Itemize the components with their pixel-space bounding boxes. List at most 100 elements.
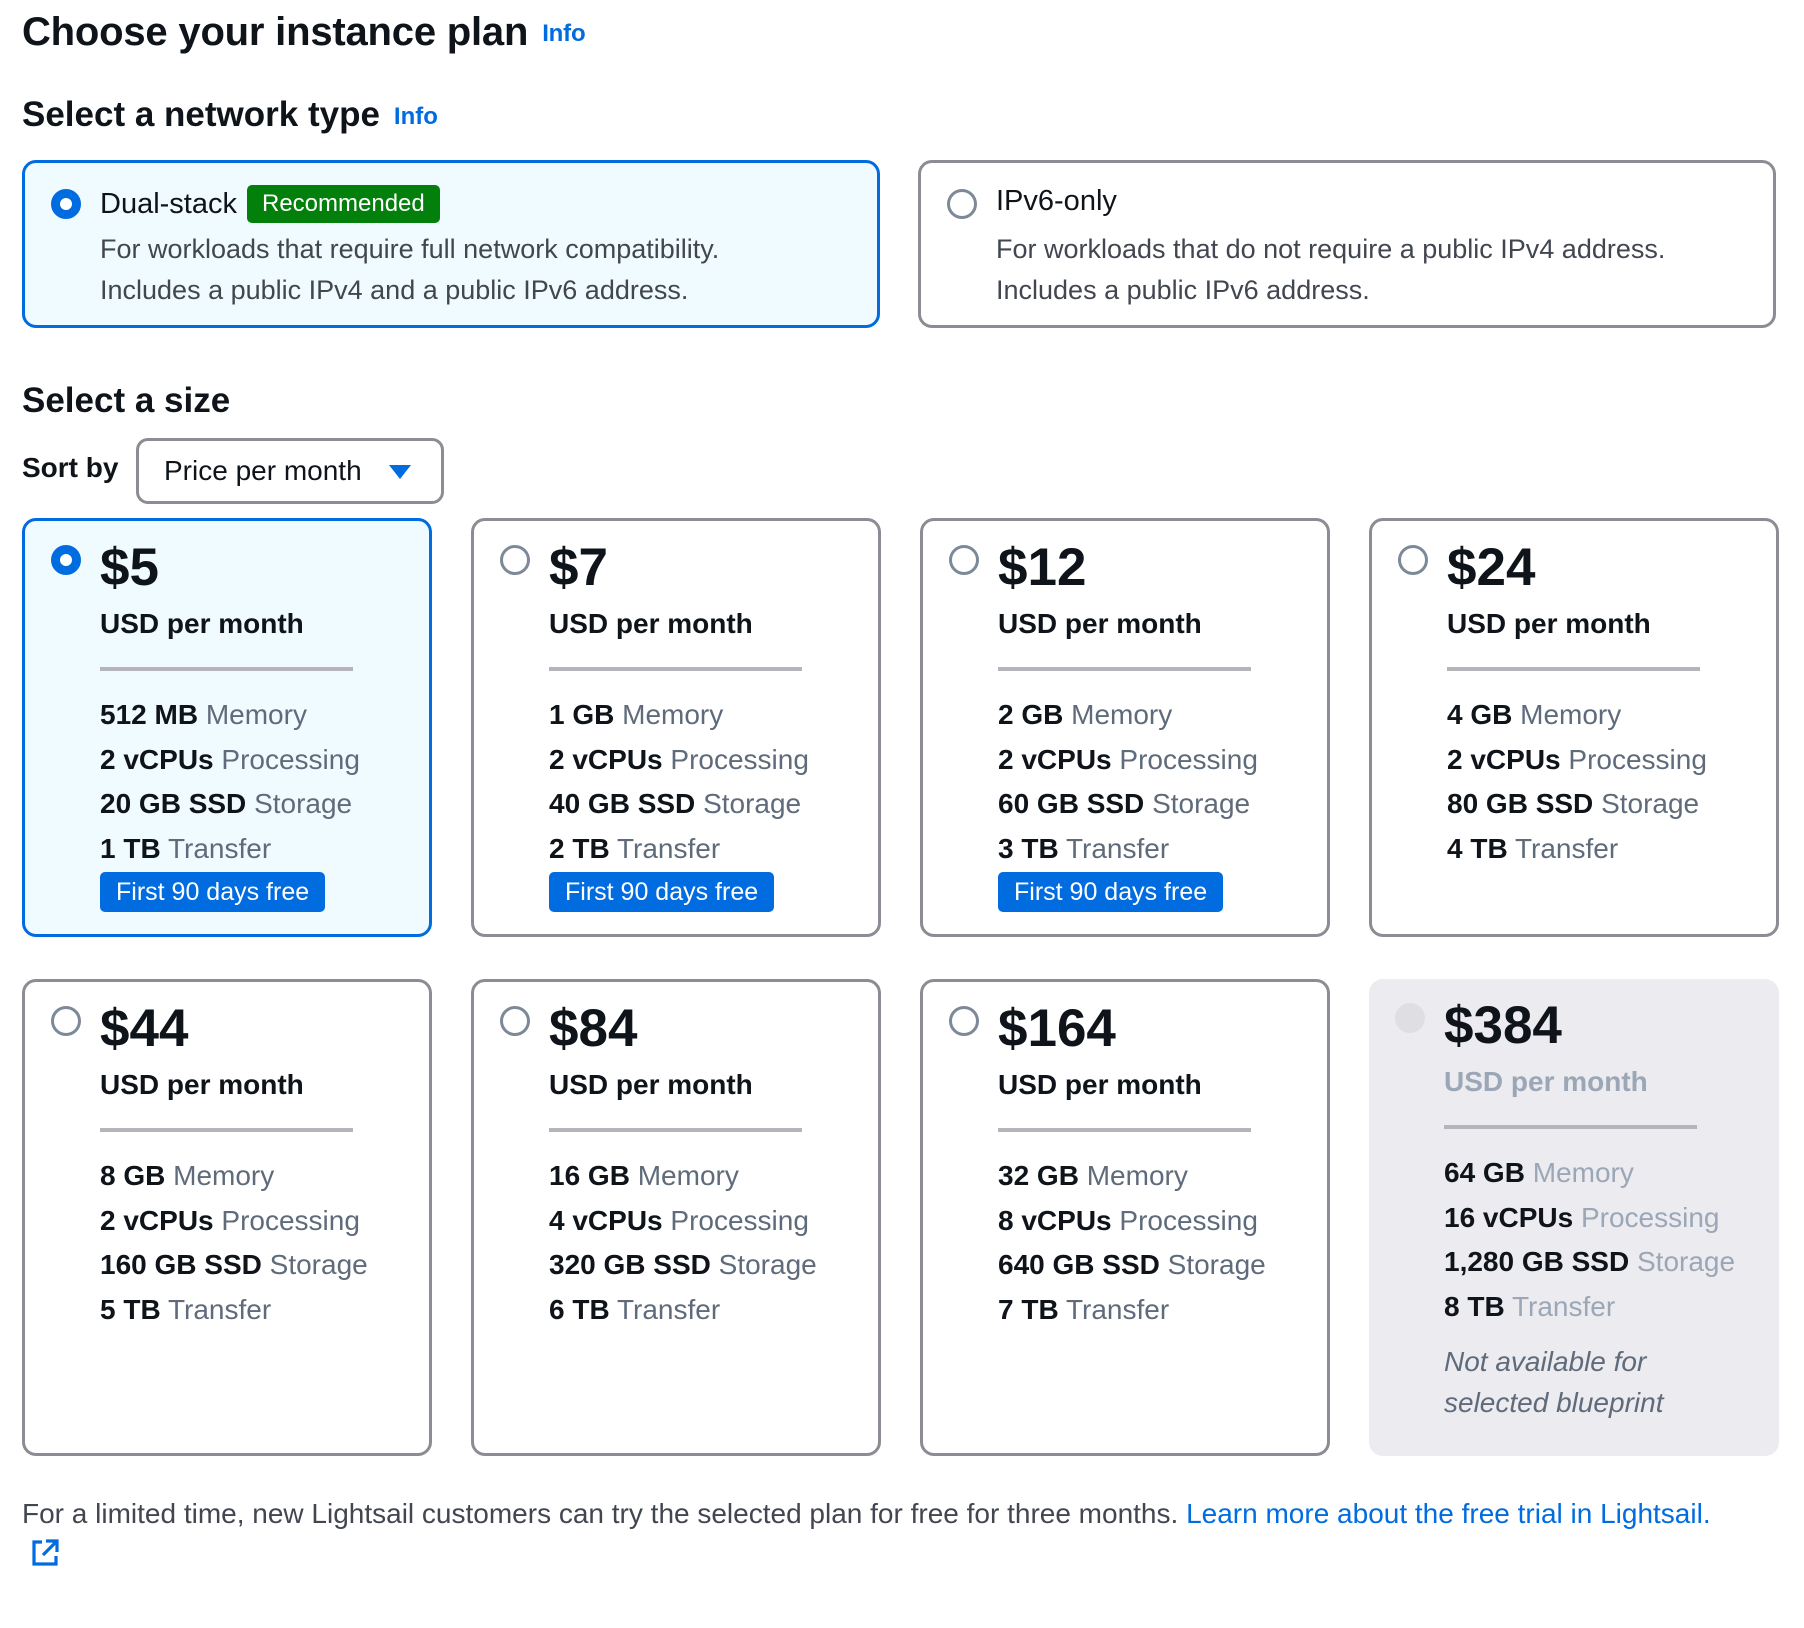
dual-stack-desc-line2: Includes a public IPv4 and a public IPv6…	[100, 275, 689, 305]
plan-specs: 2 GB Memory 2 vCPUs Processing 60 GB SSD S…	[998, 693, 1258, 871]
plan-spec-processing: 2 vCPUs Processing	[100, 1204, 360, 1236]
plan-spec-memory: 16 GB Memory	[549, 1160, 739, 1191]
plan-spec-transfer: 7 TB Transfer	[998, 1293, 1170, 1325]
ipv6-only-desc-line1: For workloads that do not require a publ…	[996, 234, 1666, 264]
ipv6-only-title: IPv6-only	[996, 185, 1117, 218]
page-title-info-link[interactable]: Info	[542, 20, 586, 48]
network-type-heading-text: Select a network type	[22, 95, 380, 134]
plan-spec-memory: 1 GB Memory	[549, 699, 724, 730]
plan-spec-memory: 4 GB Memory	[1447, 699, 1622, 730]
plan-price-unit: USD per month	[1444, 1066, 1648, 1097]
plan-spec-processing: 4 vCPUs Processing	[549, 1204, 809, 1236]
plan-divider	[998, 667, 1251, 671]
plan-price: $5	[100, 538, 159, 597]
plan-spec-storage: 640 GB SSD Storage	[998, 1249, 1266, 1280]
plan-spec-transfer: 6 TB Transfer	[549, 1293, 721, 1325]
plan-divider	[549, 667, 802, 671]
ipv6-only-radio[interactable]	[947, 189, 977, 219]
plan-spec-storage: 40 GB SSD Storage	[549, 788, 802, 819]
plan-unavailable-note: Not available for selected blueprint	[1444, 1346, 1664, 1418]
plan-price: $164	[998, 999, 1116, 1058]
plan-spec-memory: 2 GB Memory	[998, 699, 1173, 730]
plan-card[interactable]: $24 USD per month 4 GB Memory 2 vCPUs Proce…	[1369, 518, 1779, 937]
plan-specs: 32 GB Memory 8 vCPUs Processing 640 GB SSD…	[998, 1154, 1266, 1332]
sort-by-select[interactable]: Price per month	[136, 438, 444, 504]
plan-radio[interactable]	[949, 545, 979, 575]
plan-price: $24	[1447, 538, 1536, 597]
plan-divider	[549, 1128, 802, 1132]
plan-price-unit: USD per month	[100, 608, 304, 639]
plan-price-unit: USD per month	[998, 1069, 1202, 1100]
dual-stack-desc-line1: For workloads that require full network …	[100, 234, 720, 264]
network-option-dual-stack[interactable]: Dual-stack Recommended For workloads tha…	[22, 160, 880, 328]
plan-radio[interactable]	[949, 1006, 979, 1036]
plan-radio[interactable]	[51, 1006, 81, 1036]
dual-stack-description: For workloads that require full network …	[100, 229, 860, 311]
plan-card[interactable]: $7 USD per month 1 GB Memory 2 vCPUs Proces…	[471, 518, 881, 937]
dual-stack-radio[interactable]	[51, 189, 81, 219]
plan-divider	[100, 1128, 353, 1132]
ipv6-only-label: IPv6-only	[996, 185, 1117, 217]
plan-price: $7	[549, 538, 608, 597]
free-trial-badge: First 90 days free	[100, 872, 326, 912]
plan-spec-transfer: 8 TB Transfer	[1444, 1290, 1616, 1322]
plan-radio	[1395, 1003, 1425, 1033]
dual-stack-title: Dual-stack Recommended	[100, 185, 440, 223]
plan-spec-processing: 16 vCPUs Processing	[1444, 1201, 1720, 1233]
plan-card[interactable]: $44 USD per month 8 GB Memory 2 vCPUs Proce…	[22, 979, 432, 1456]
plan-spec-storage: 20 GB SSD Storage	[100, 788, 353, 819]
size-heading: Select a size	[22, 381, 230, 421]
plan-spec-transfer: 1 TB Transfer	[100, 832, 272, 864]
plan-card[interactable]: $84 USD per month 16 GB Memory 4 vCPUs Proc…	[471, 979, 881, 1456]
page-title-text: Choose your instance plan	[22, 10, 529, 54]
plan-spec-memory: 8 GB Memory	[100, 1160, 275, 1191]
plan-spec-transfer: 5 TB Transfer	[100, 1293, 272, 1325]
plan-spec-storage: 160 GB SSD Storage	[100, 1249, 368, 1280]
free-trial-badge: First 90 days free	[998, 872, 1224, 912]
dual-stack-label: Dual-stack	[100, 187, 237, 220]
plan-spec-storage: 1,280 GB SSD Storage	[1444, 1246, 1736, 1277]
plan-spec-storage: 320 GB SSD Storage	[549, 1249, 817, 1280]
plan-specs: 8 GB Memory 2 vCPUs Processing 160 GB SSD …	[100, 1154, 368, 1332]
plan-spec-memory: 64 GB Memory	[1444, 1157, 1634, 1188]
free-trial-badge: First 90 days free	[549, 872, 775, 912]
plan-specs: 1 GB Memory 2 vCPUs Processing 40 GB SSD S…	[549, 693, 809, 871]
external-link-icon	[30, 1538, 60, 1579]
plan-specs: 64 GB Memory 16 vCPUs Processing 1,280 GB …	[1444, 1151, 1735, 1329]
plan-radio[interactable]	[1398, 545, 1428, 575]
sort-by-label: Sort by	[22, 452, 119, 483]
plan-spec-storage: 80 GB SSD Storage	[1447, 788, 1700, 819]
plan-price: $44	[100, 999, 189, 1058]
plan-price: $384	[1444, 996, 1562, 1055]
plan-card[interactable]: $12 USD per month 2 GB Memory 2 vCPUs Proce…	[920, 518, 1330, 937]
network-type-heading: Select a network type Info	[22, 95, 438, 135]
recommended-badge: Recommended	[247, 185, 440, 223]
free-trial-note: For a limited time, new Lightsail custom…	[22, 1493, 1722, 1579]
plan-radio[interactable]	[500, 545, 530, 575]
network-option-ipv6-only[interactable]: IPv6-only For workloads that do not requ…	[918, 160, 1776, 328]
plan-spec-transfer: 4 TB Transfer	[1447, 832, 1619, 864]
plan-spec-processing: 8 vCPUs Processing	[998, 1204, 1258, 1236]
free-trial-text: For a limited time, new Lightsail custom…	[22, 1498, 1187, 1529]
plan-specs: 4 GB Memory 2 vCPUs Processing 80 GB SSD S…	[1447, 693, 1707, 871]
plan-price-unit: USD per month	[998, 608, 1202, 639]
plan-spec-transfer: 3 TB Transfer	[998, 832, 1170, 864]
plan-card[interactable]: $164 USD per month 32 GB Memory 8 vCPUs Pro…	[920, 979, 1330, 1456]
plan-spec-storage: 60 GB SSD Storage	[998, 788, 1251, 819]
ipv6-only-description: For workloads that do not require a publ…	[996, 229, 1756, 311]
plan-spec-memory: 32 GB Memory	[998, 1160, 1188, 1191]
plan-specs: 512 MB Memory 2 vCPUs Processing 20 GB SSD…	[100, 693, 360, 871]
free-trial-link-text: Learn more about the free trial in Light…	[1186, 1498, 1711, 1529]
plan-radio[interactable]	[51, 545, 81, 575]
plan-divider	[1444, 1125, 1697, 1129]
free-trial-link[interactable]: Learn more about the free trial in Light…	[22, 1498, 1711, 1570]
page-title: Choose your instance plan Info	[22, 10, 586, 55]
plan-card[interactable]: $5 USD per month 512 MB Memory 2 vCPUs Proc…	[22, 518, 432, 937]
plan-radio[interactable]	[500, 1006, 530, 1036]
size-heading-text: Select a size	[22, 381, 231, 420]
caret-down-icon	[389, 465, 411, 479]
plan-spec-memory: 512 MB Memory	[100, 699, 307, 730]
plan-spec-processing: 2 vCPUs Processing	[998, 743, 1258, 775]
network-type-info-link[interactable]: Info	[393, 102, 438, 130]
plan-spec-processing: 2 vCPUs Processing	[549, 743, 809, 775]
